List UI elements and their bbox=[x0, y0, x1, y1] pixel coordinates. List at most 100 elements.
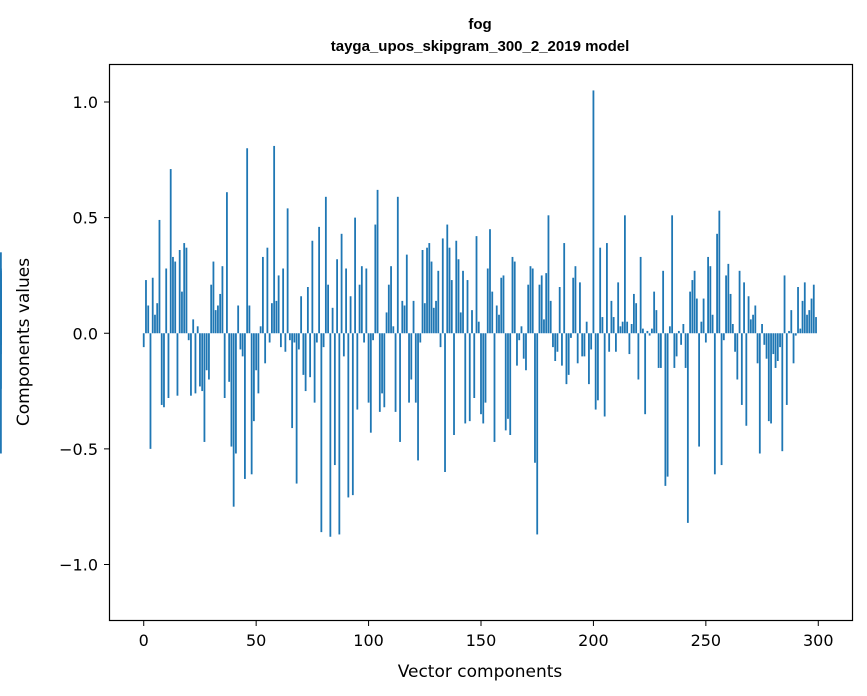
bar bbox=[169, 169, 172, 334]
bar bbox=[165, 268, 168, 334]
bar bbox=[261, 256, 264, 334]
bar bbox=[322, 333, 325, 348]
bar bbox=[288, 333, 291, 341]
bar bbox=[331, 307, 334, 334]
bar bbox=[163, 333, 165, 408]
bar bbox=[147, 305, 150, 334]
bar bbox=[767, 333, 770, 422]
bar bbox=[716, 233, 718, 334]
bar bbox=[677, 330, 680, 334]
bar bbox=[549, 300, 552, 334]
bar bbox=[324, 196, 327, 334]
bar bbox=[475, 236, 478, 334]
bar bbox=[527, 284, 530, 334]
bar bbox=[205, 333, 208, 371]
bar bbox=[466, 280, 469, 334]
bar bbox=[286, 208, 289, 334]
bar bbox=[270, 303, 273, 334]
bar bbox=[187, 333, 190, 341]
bar bbox=[194, 333, 197, 394]
bar bbox=[374, 224, 377, 334]
bar bbox=[495, 305, 498, 334]
bar bbox=[399, 333, 401, 442]
bar bbox=[563, 243, 566, 334]
bar bbox=[167, 333, 170, 398]
bar bbox=[538, 284, 541, 334]
bar bbox=[561, 333, 563, 366]
bar bbox=[313, 333, 316, 403]
bar bbox=[689, 291, 692, 334]
bar bbox=[749, 319, 752, 334]
bar bbox=[810, 298, 813, 334]
bar bbox=[230, 333, 233, 447]
bar bbox=[806, 314, 808, 334]
bar bbox=[752, 314, 754, 334]
bar bbox=[558, 287, 561, 334]
bar bbox=[437, 270, 440, 334]
bar bbox=[790, 310, 793, 334]
bar bbox=[588, 333, 590, 385]
bar bbox=[378, 333, 381, 412]
bar bbox=[432, 307, 435, 334]
bar bbox=[455, 240, 458, 334]
bar bbox=[396, 196, 399, 334]
bar bbox=[797, 287, 799, 334]
bar bbox=[725, 275, 727, 334]
y-tick-label: −1.0 bbox=[59, 556, 98, 575]
y-tick-label: 0.5 bbox=[73, 209, 98, 228]
bar bbox=[293, 333, 296, 343]
bar bbox=[228, 333, 231, 382]
bar bbox=[781, 333, 784, 452]
bar bbox=[500, 277, 503, 334]
bar bbox=[302, 333, 305, 375]
bar bbox=[736, 333, 739, 380]
bar bbox=[682, 324, 685, 334]
bar bbox=[277, 275, 280, 334]
bar bbox=[403, 305, 406, 334]
bar bbox=[351, 333, 354, 496]
bar bbox=[410, 333, 413, 380]
bar bbox=[196, 326, 199, 334]
bar bbox=[0, 333, 2, 345]
bar bbox=[0, 333, 2, 389]
bar bbox=[241, 333, 244, 357]
bar bbox=[480, 333, 482, 415]
bar bbox=[540, 275, 543, 334]
bar bbox=[570, 333, 572, 338]
bar bbox=[338, 333, 341, 535]
bar bbox=[502, 275, 505, 334]
bar bbox=[662, 270, 665, 334]
bar bbox=[511, 256, 514, 334]
bar bbox=[534, 333, 536, 463]
bar bbox=[612, 317, 615, 334]
bar bbox=[644, 333, 647, 415]
bar bbox=[617, 282, 620, 334]
bar bbox=[210, 284, 213, 334]
bar bbox=[655, 310, 658, 334]
bar bbox=[430, 261, 433, 334]
bar bbox=[729, 293, 732, 334]
bar bbox=[680, 333, 683, 345]
y-tick-label: −0.5 bbox=[59, 440, 98, 459]
bar bbox=[619, 326, 622, 334]
bar bbox=[199, 333, 201, 387]
bar bbox=[453, 333, 455, 435]
bar bbox=[358, 284, 361, 334]
bar bbox=[428, 243, 431, 334]
bar bbox=[491, 291, 494, 334]
bar bbox=[554, 333, 557, 361]
bar bbox=[387, 284, 390, 334]
chart-subtitle: tayga_upos_skipgram_300_2_2019 model bbox=[331, 38, 630, 55]
bar bbox=[626, 321, 629, 334]
bar bbox=[185, 247, 188, 334]
bar bbox=[718, 210, 721, 334]
bar bbox=[149, 333, 152, 449]
bar bbox=[232, 333, 235, 507]
bar bbox=[151, 277, 154, 334]
bar bbox=[327, 284, 330, 334]
bar bbox=[394, 333, 397, 412]
bar bbox=[268, 333, 271, 343]
bar bbox=[365, 268, 368, 334]
bar bbox=[513, 261, 516, 334]
bar bbox=[504, 333, 507, 431]
